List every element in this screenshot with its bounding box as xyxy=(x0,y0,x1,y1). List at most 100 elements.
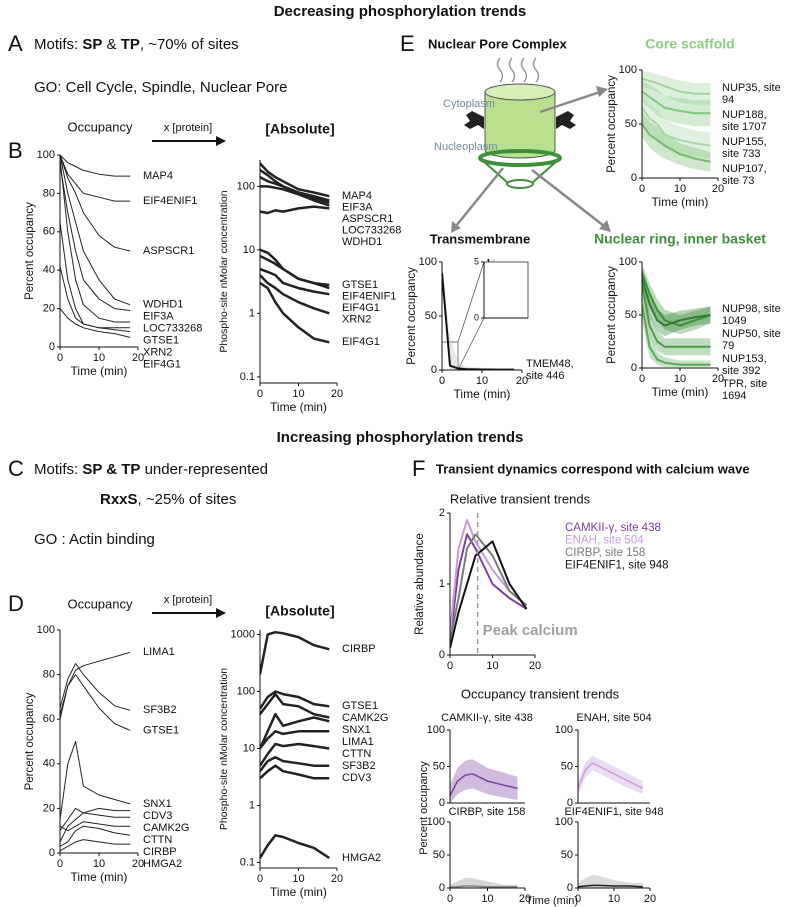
data-line xyxy=(642,90,711,115)
y-tick-label: 0 xyxy=(439,797,445,809)
plot-area xyxy=(60,651,131,852)
x-tick-label: 20 xyxy=(331,873,343,885)
y-tick-label: 0.1 xyxy=(240,371,255,383)
nuclear-pore-diagram xyxy=(441,57,611,371)
series-label: EIF3A xyxy=(342,202,373,214)
y-tick-label: 20 xyxy=(43,802,55,814)
series-label: LOC733268 xyxy=(143,323,202,335)
data-line xyxy=(642,107,711,147)
chart-title: Transmembrane xyxy=(430,231,530,246)
series-label: CTTN xyxy=(143,834,172,846)
data-line xyxy=(578,884,643,888)
x-tick-label: 0 xyxy=(57,352,63,364)
go-text: GO: Cell Cycle, Spindle, Nuclear Pore xyxy=(34,79,287,96)
series-label: XRN2 xyxy=(342,313,371,325)
y-axis-label: Percent occupancy xyxy=(606,75,618,173)
series-label: CTTN xyxy=(342,748,371,760)
x-tick-label: 0 xyxy=(639,183,645,195)
series-label: GTSE1 xyxy=(342,700,378,712)
y-tick-label: 20 xyxy=(43,303,55,315)
chart-title: EIF4ENIF1, site 948 xyxy=(564,806,663,818)
data-line xyxy=(260,267,330,296)
confidence-band xyxy=(642,71,711,105)
y-tick-label: 100 xyxy=(37,149,55,161)
data-line xyxy=(60,821,131,832)
data-line xyxy=(450,885,518,888)
confidence-band xyxy=(450,759,518,803)
chart-title: Relative transient trends xyxy=(450,491,591,506)
y-tick-label: 0 xyxy=(431,364,437,376)
series-label-text: NUP98, site 1049 xyxy=(722,303,781,327)
x-axis-label: Time (min) xyxy=(526,895,578,907)
series-label-text: NUP107, site 73 xyxy=(722,162,767,187)
y-tick-label: 0 xyxy=(474,312,479,322)
series-label: WDHD1 xyxy=(342,236,382,248)
y-tick-label: 0 xyxy=(631,172,637,184)
y-tick-label: 50 xyxy=(561,849,573,861)
y-tick-label: 100 xyxy=(427,816,445,828)
y-axis-label: Relative abundance xyxy=(414,533,426,635)
series-label: LIMA1 xyxy=(342,736,374,748)
series-label: SNX1 xyxy=(143,798,172,810)
data-line xyxy=(60,825,131,847)
series-label: NUP50, site 79 xyxy=(722,328,781,352)
y-tick-label: 1000 xyxy=(231,628,255,640)
series-label: MAP4 xyxy=(143,170,173,182)
data-line xyxy=(60,812,131,843)
data-line xyxy=(642,272,711,327)
data-line xyxy=(260,205,330,215)
chart-title: Core scaffold xyxy=(645,36,734,52)
text: , ~25% of sites xyxy=(138,491,237,508)
y-tick-label: 50 xyxy=(425,310,437,322)
text: Motifs: xyxy=(34,461,82,478)
y-tick-label: 100 xyxy=(237,685,255,697)
series-label: EIF4G1 xyxy=(342,302,380,314)
x-tick-label: 0 xyxy=(257,388,263,400)
plot-area xyxy=(642,264,711,367)
plot-area xyxy=(260,630,330,860)
series-label-text: NUP155, site 733 xyxy=(722,135,767,160)
series-label: EIF4ENIF1 xyxy=(342,290,396,302)
text: SP xyxy=(82,36,102,53)
y-tick-label: 0 xyxy=(439,649,445,661)
data-line xyxy=(260,282,330,344)
x-tick-label: 0 xyxy=(57,858,63,870)
data-line xyxy=(450,533,528,641)
plot-area xyxy=(260,162,330,344)
data-line xyxy=(260,254,330,290)
x-tick-label: 10 xyxy=(486,660,498,672)
y-tick-label: 0 xyxy=(567,797,573,809)
x-tick-label: 20 xyxy=(644,893,656,905)
series-label: NUP155, site 733 xyxy=(722,135,767,160)
x-tick-label: 20 xyxy=(132,858,144,870)
chart-title: Occupancy xyxy=(67,596,133,611)
data-line xyxy=(260,834,330,860)
arrow-label: x [protein] xyxy=(164,122,212,134)
series-label: LIMA1 xyxy=(143,646,175,658)
series-label: ASPSCR1 xyxy=(342,213,393,225)
legend-entry: EIF4ENIF1, site 948 xyxy=(565,560,669,572)
x-tick-label: 10 xyxy=(481,893,493,905)
y-tick-label: 50 xyxy=(625,118,637,130)
annotation-label: Peak calcium xyxy=(483,622,578,639)
diagram-label: Cytoplasm xyxy=(443,98,495,110)
data-line xyxy=(260,185,330,207)
data-line xyxy=(578,762,644,790)
x-tick-label: 10 xyxy=(476,375,488,387)
x-axis-label: Time (min) xyxy=(71,364,128,378)
series-label: CDV3 xyxy=(342,772,371,784)
x-tick-label: 20 xyxy=(712,183,724,195)
x-axis-label: Time (min) xyxy=(454,387,511,401)
series-label: NUP188, site 1707 xyxy=(722,109,767,133)
data-line xyxy=(260,764,330,780)
arrow xyxy=(152,608,226,618)
data-line xyxy=(60,839,131,852)
arrow-label: x [protein] xyxy=(164,594,212,606)
series-label: SF3B2 xyxy=(342,760,376,772)
x-tick-label: 0 xyxy=(439,375,445,387)
y-tick-label: 0.1 xyxy=(240,856,255,868)
data-line xyxy=(60,154,131,202)
y-tick-label: 1 xyxy=(249,307,255,319)
motifs-text: RxxS, ~25% of sites xyxy=(100,491,236,508)
